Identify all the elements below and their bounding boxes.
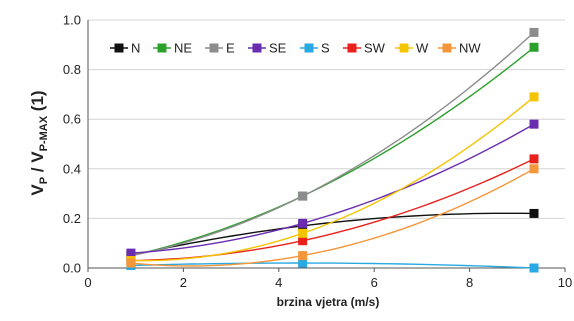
legend-item-e: E: [205, 41, 235, 56]
series-line: [130, 123, 535, 254]
y-tick-label: 0.0: [63, 261, 81, 276]
data-point: [298, 258, 308, 268]
axes: [87, 20, 566, 272]
series-line: [130, 46, 535, 257]
data-point: [529, 27, 539, 37]
legend-label: S: [321, 41, 330, 56]
data-point: [529, 154, 539, 164]
series-line: [130, 96, 535, 262]
legend-label: N: [131, 41, 140, 56]
legend-item-sw: SW: [343, 41, 386, 56]
legend-item-n: N: [110, 41, 140, 56]
y-tick-label: 0.2: [63, 211, 81, 226]
series-line: [130, 168, 535, 267]
data-point: [126, 258, 136, 268]
legend-item-se: SE: [248, 41, 287, 56]
series-w: [126, 92, 539, 266]
gridlines: [88, 19, 565, 219]
legend-marker: [304, 43, 314, 53]
legend-label: E: [226, 41, 235, 56]
x-tick-labels: 0 2 4 6 8 10: [84, 275, 572, 290]
series-group: [126, 27, 539, 273]
data-point: [529, 208, 539, 218]
x-tick-label: 0: [84, 275, 91, 290]
series-sw: [126, 154, 539, 266]
series-line: [130, 262, 535, 269]
data-point: [298, 236, 308, 246]
legend-item-s: S: [300, 41, 330, 56]
x-tick-label: 2: [180, 275, 187, 290]
data-point: [529, 42, 539, 52]
legend-marker: [114, 43, 124, 53]
y-tick-label: 0.4: [63, 161, 81, 176]
x-tick-label: 10: [558, 275, 572, 290]
data-point: [298, 191, 308, 201]
legend-marker: [347, 43, 357, 53]
legend-item-w: W: [395, 41, 429, 56]
series-e: [126, 27, 539, 261]
data-point: [529, 263, 539, 273]
y-tick-label: 0.6: [63, 112, 81, 127]
legend-marker: [252, 43, 262, 53]
x-axis-title: brzina vjetra (m/s): [277, 295, 380, 309]
legend-item-nw: NW: [438, 41, 481, 56]
series-se: [126, 119, 539, 258]
legend-marker: [209, 43, 219, 53]
legend-label: SE: [269, 41, 287, 56]
legend-label: NE: [174, 41, 192, 56]
y-tick-label: 1.0: [63, 13, 81, 28]
series-line: [130, 31, 535, 257]
legend-item-ne: NE: [153, 41, 192, 56]
x-tick-label: 8: [466, 275, 473, 290]
legend-label: W: [416, 41, 429, 56]
data-point: [529, 119, 539, 129]
series-nw: [126, 164, 539, 268]
y-axis-title: VP / VP-MAX (1): [28, 90, 50, 195]
series-n: [126, 208, 539, 261]
data-point: [298, 218, 308, 228]
y-tick-label: 0.8: [63, 62, 81, 77]
legend-marker: [157, 43, 167, 53]
x-tick-label: 4: [275, 275, 282, 290]
data-point: [529, 92, 539, 102]
x-tick-label: 6: [371, 275, 378, 290]
y-tick-labels: 0.0 0.2 0.4 0.6 0.8 1.0: [63, 13, 81, 276]
data-point: [529, 164, 539, 174]
legend-marker: [399, 43, 409, 53]
data-point: [298, 228, 308, 238]
series-line: [130, 158, 535, 262]
legend-label: SW: [364, 41, 386, 56]
legend-label: NW: [459, 41, 481, 56]
series-ne: [126, 42, 539, 261]
legend-marker: [442, 43, 452, 53]
data-point: [126, 248, 136, 258]
legend: N NE E SE S SW W NW: [110, 41, 481, 56]
data-point: [298, 251, 308, 261]
